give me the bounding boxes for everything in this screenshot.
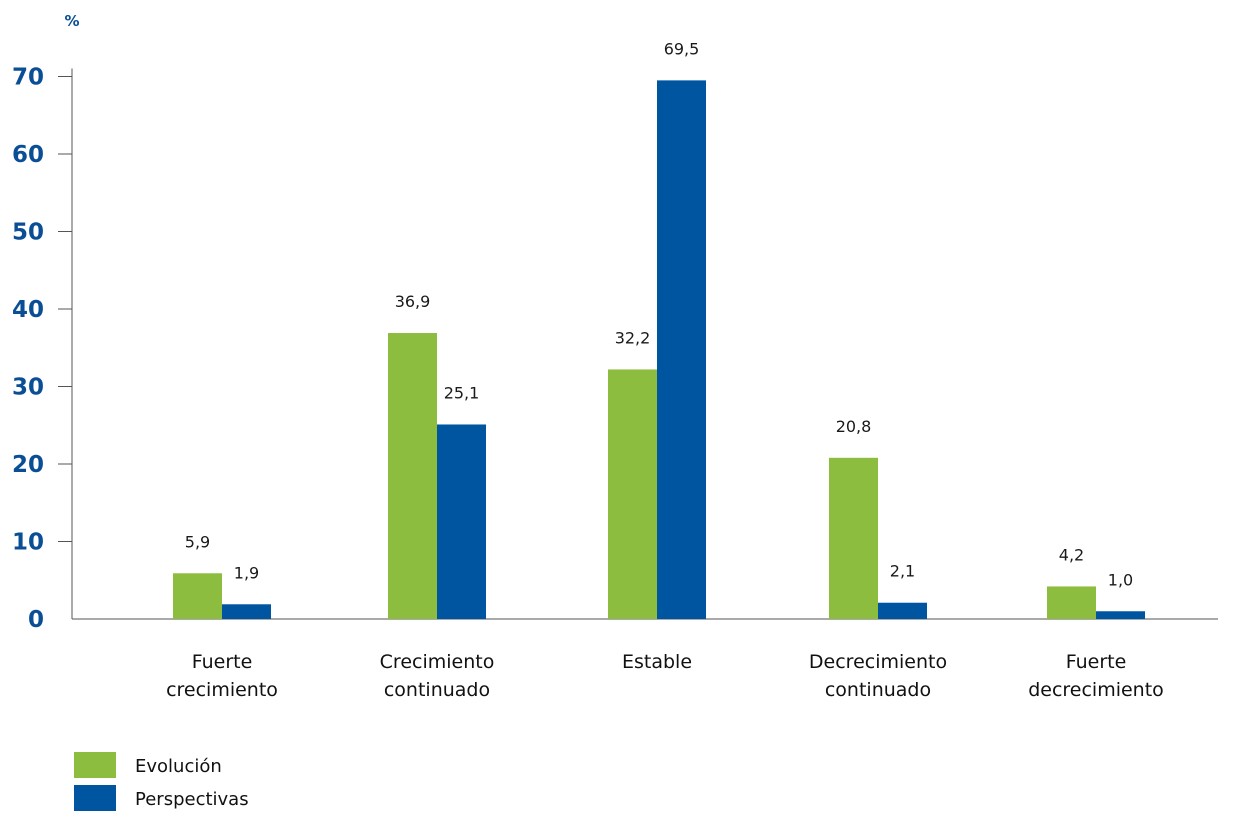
bar-evolucion <box>829 457 878 619</box>
x-category-label: Decrecimiento <box>809 651 947 673</box>
bar-value-label: 1,9 <box>234 563 259 582</box>
x-category-label: Crecimiento <box>380 651 495 673</box>
bar-value-label: 36,9 <box>395 292 431 311</box>
y-tick-label: 40 <box>12 297 44 323</box>
y-tick-label: 0 <box>28 607 44 633</box>
bar-perspectivas <box>878 602 927 619</box>
y-tick-label: 70 <box>12 65 44 91</box>
x-category-label: crecimiento <box>166 679 278 701</box>
bar-value-label: 5,9 <box>185 532 210 551</box>
x-category-label: Fuerte <box>192 651 253 673</box>
bar-value-label: 1,0 <box>1108 570 1133 589</box>
x-category-label: continuado <box>825 679 931 701</box>
bar-value-label: 2,1 <box>890 562 915 581</box>
bar-value-label: 4,2 <box>1059 545 1084 564</box>
x-category-label: decrecimiento <box>1028 679 1164 701</box>
bar-value-label: 32,2 <box>615 328 651 347</box>
y-tick-label: 10 <box>12 530 44 556</box>
bar-value-label: 20,8 <box>836 417 872 436</box>
x-category-label: Fuerte <box>1066 651 1127 673</box>
x-category-label: continuado <box>384 679 490 701</box>
bar-perspectivas <box>437 424 486 619</box>
y-tick-label: 20 <box>12 452 44 478</box>
x-category-label: Estable <box>622 651 692 673</box>
bar-evolucion <box>1047 586 1096 619</box>
legend-swatch-evolucion <box>74 752 116 778</box>
legend-swatch-perspectivas <box>74 785 116 811</box>
legend-label: Evolución <box>135 756 222 777</box>
bar-perspectivas <box>657 80 706 619</box>
bar-evolucion <box>173 573 222 619</box>
bar-perspectivas <box>222 604 271 619</box>
y-tick-label: 60 <box>12 142 44 168</box>
bar-evolucion <box>388 333 437 619</box>
bar-evolucion <box>608 369 657 619</box>
y-tick-label: 50 <box>12 220 44 246</box>
legend-label: Perspectivas <box>135 789 249 810</box>
bar-value-label: 69,5 <box>664 39 700 58</box>
bar-perspectivas <box>1096 611 1145 619</box>
y-axis-unit-label: % <box>64 12 79 30</box>
bar-value-label: 25,1 <box>444 383 480 402</box>
y-tick-label: 30 <box>12 375 44 401</box>
